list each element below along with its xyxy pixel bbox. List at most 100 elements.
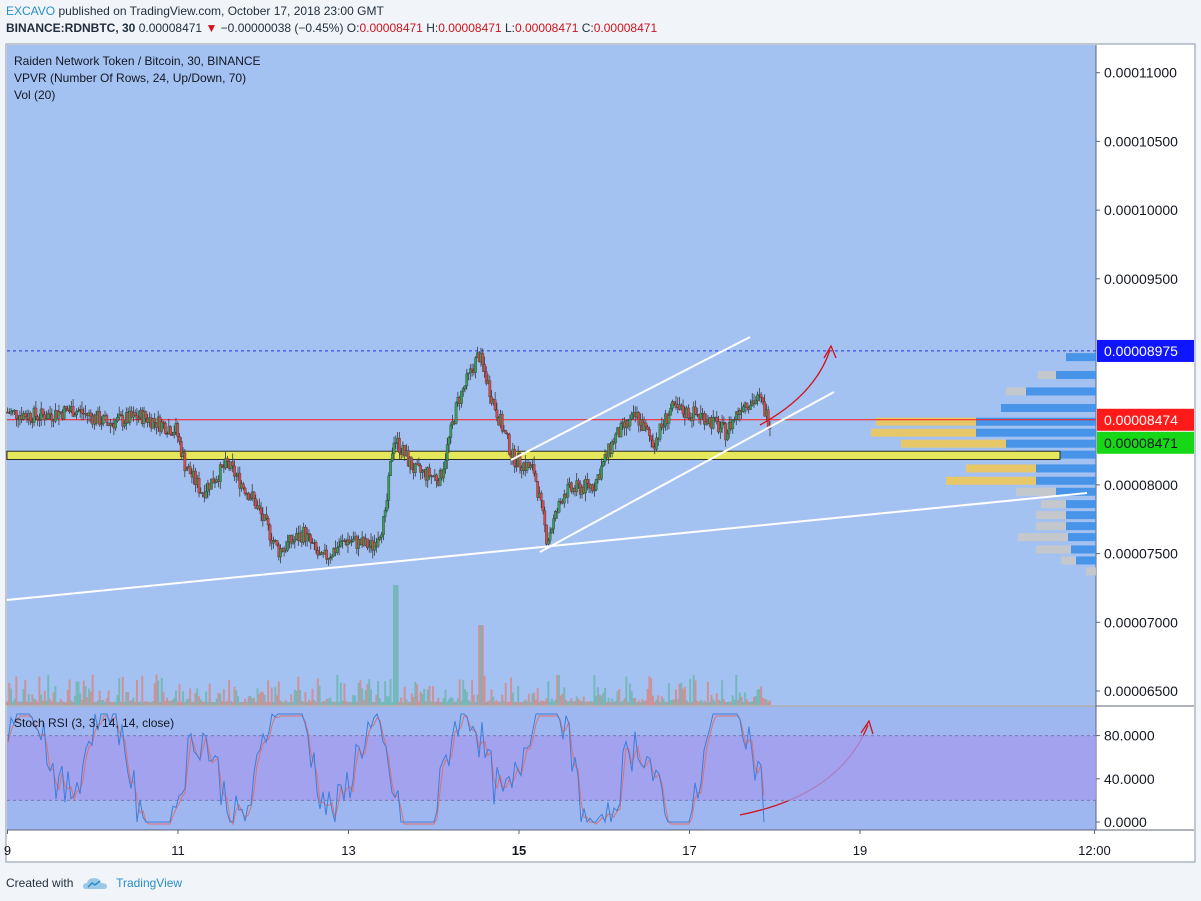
volume-bar [554,699,557,705]
volume-bar [620,701,623,705]
volume-bar [80,699,83,705]
tradingview-brand[interactable]: TradingView [116,876,183,890]
volume-bar [139,701,142,705]
tradingview-cloud-icon[interactable] [82,877,107,891]
volume-bar [595,695,598,705]
price-pane[interactable] [7,45,1096,705]
candle-body [77,410,80,412]
volume-bar [50,701,53,705]
volume-bar [66,689,69,705]
volume-bar [155,674,158,705]
volume-bar [217,692,220,705]
volume-bar [616,691,619,705]
candle-body [667,414,671,424]
time-axis-panel[interactable] [7,831,1194,861]
volume-bar [754,696,757,705]
candle-body [327,558,330,560]
vpvr-up-bar [1056,370,1096,379]
volume-bar [237,696,240,705]
candle-body [34,407,38,417]
candle-body [543,510,547,526]
price-tick-label: 0.00006500 [1104,683,1178,699]
volume-bar [627,701,630,705]
volume-bar [768,700,771,705]
candle-body [291,541,295,544]
volume-bar [430,701,433,705]
candle-body [135,415,139,420]
volume-bar [330,701,333,705]
volume-bar [536,688,539,705]
vpvr-gray-bar [1036,522,1066,531]
volume-bar [609,701,612,705]
volume-bar [471,680,474,705]
volume-bar [446,701,449,705]
volume-bar [639,701,642,705]
volume-bar [47,674,50,705]
volume-bar [565,699,568,705]
volume-bar [371,701,374,705]
volume-bar [169,701,172,705]
volume-bar [543,701,546,705]
volume-bar [291,701,294,705]
volume-bar [414,681,417,705]
candle-body [234,475,238,477]
volume-bar [570,697,573,705]
vpvr-gray-bar [1041,500,1066,509]
author-name[interactable]: EXCAVO [6,4,56,18]
drawings[interactable] [6,336,1088,816]
volume-bar [561,693,564,705]
candle-body [454,402,458,424]
volume-bar [290,694,293,705]
volume-bar [685,700,688,705]
volume-bar [735,675,738,705]
volume-bar [703,700,706,705]
candle-body [724,423,727,441]
volume-bar [300,700,303,705]
volume-bar [758,689,761,705]
volume-bar [581,701,584,705]
volume-bar [542,701,545,705]
volume-bar [189,688,192,705]
volume-bar [710,694,713,705]
volume-bar [575,696,578,705]
price-tick-label: 0.00010000 [1104,202,1178,218]
volume-bar [706,681,709,705]
volume-bar [524,699,527,705]
low-value: 0.00008471 [514,21,579,35]
volume-bar [463,688,466,705]
candle-body [376,539,380,547]
volume-bar [690,702,693,705]
candle-body [603,454,607,462]
volume-bar [393,585,396,705]
volume-bar [708,701,711,705]
price-label-text: 0.00008975 [1104,343,1178,359]
candle-body [272,540,275,544]
volume-bar [522,701,525,705]
volume-bar [644,700,647,705]
volume-bar [529,701,532,705]
candle-body [343,540,346,542]
candle-body [660,423,664,428]
candle-body [500,414,504,432]
volume-bar [125,692,128,705]
volume-bar [596,687,599,705]
candle-body [66,408,70,412]
volume-bar [559,695,562,705]
candle-body [398,437,401,453]
candle-body [610,441,614,454]
volume-bar [518,701,521,705]
candle-body [532,464,536,474]
volume-bar [89,691,92,705]
volume-bar [751,701,754,705]
volume-bar [448,699,451,705]
volume-bar [380,701,383,705]
candle-body [133,412,137,416]
candle-body [495,409,499,418]
volume-bar [643,701,646,705]
candle-body [165,433,169,435]
volume-bar [747,701,750,705]
candle-body [584,479,587,494]
volume-bar [673,699,676,705]
price-label-box [1097,408,1194,431]
